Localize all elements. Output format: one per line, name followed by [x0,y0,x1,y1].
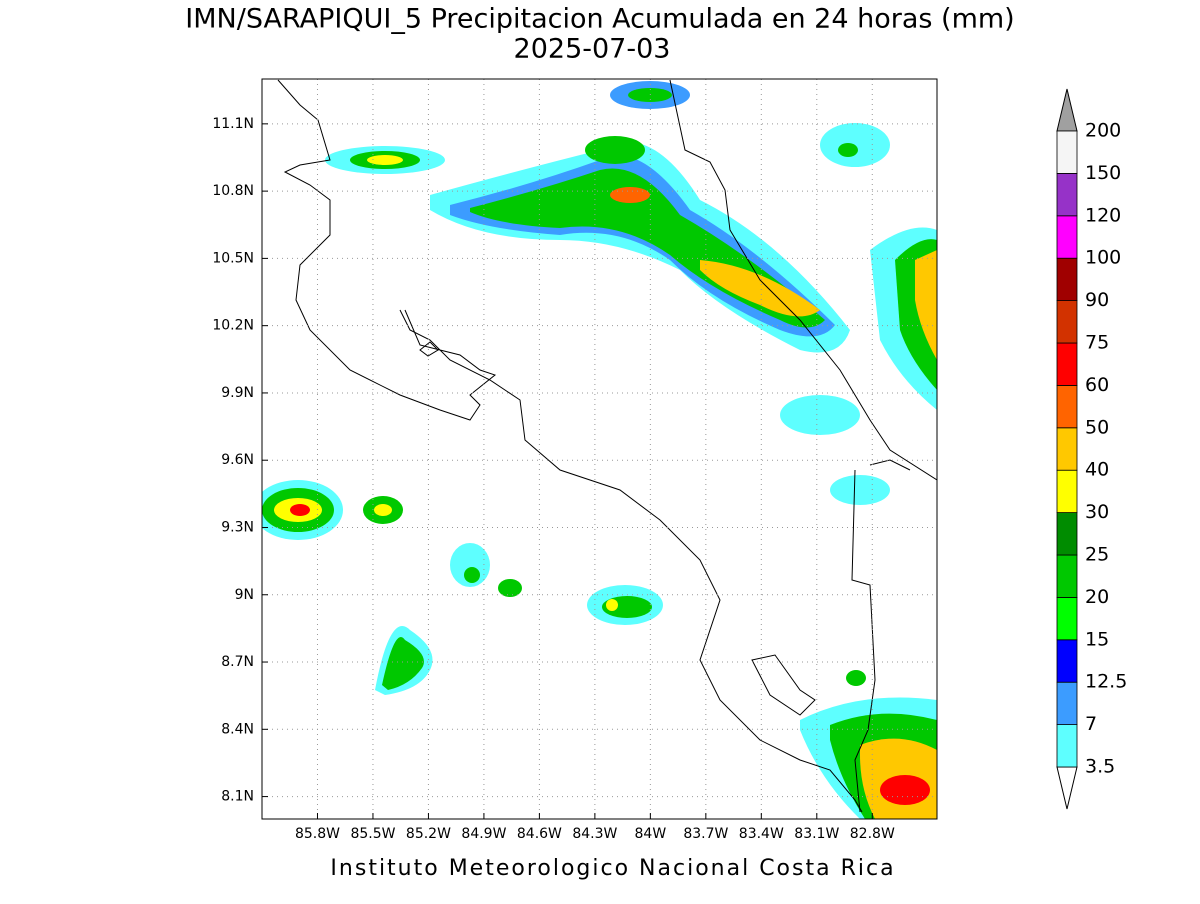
colorbar-label: 50 [1085,416,1109,438]
x-tick-label: 83.4W [739,826,784,842]
colorbar-label: 40 [1085,459,1109,481]
colorbar-label: 150 [1085,162,1121,184]
colorbar-swatch [1056,554,1078,598]
colorbar-label: 100 [1085,247,1121,269]
colorbar-label: 90 [1085,289,1109,311]
x-tick-label: 85.2W [406,826,451,842]
y-tick-label: 11.1N [212,116,254,132]
colorbar-label: 20 [1085,586,1109,608]
colorbar-swatch [1056,215,1078,259]
border [669,79,937,813]
x-tick-label: 83.1W [794,826,839,842]
y-tick-label: 8.1N [221,789,254,805]
coastline [751,654,816,716]
colorbar-over [1056,88,1078,132]
colorbar-swatch [1056,597,1078,641]
y-tick-label: 9.3N [221,519,254,535]
x-tick-label: 83.7W [683,826,728,842]
colorbar-swatch [1056,130,1078,174]
y-tick-label: 9N [235,587,254,603]
colorbar-label: 60 [1085,374,1109,396]
y-tick-label: 10.2N [212,318,254,334]
colorbar-label: 120 [1085,204,1121,226]
y-tick-label: 9.9N [221,385,254,401]
colorbar-swatch [1056,342,1078,386]
colorbar-swatch [1056,384,1078,429]
x-tick-label: 84W [635,826,667,842]
colorbar-swatch [1056,681,1078,726]
colorbar-label: 15 [1085,628,1109,650]
colorbar-swatch [1056,257,1078,302]
x-tick-label: 82.8W [850,826,895,842]
colorbar-swatch [1056,427,1078,471]
coastline [277,79,863,813]
colorbar-label: 25 [1085,544,1109,566]
colorbar-label: 12.5 [1085,671,1127,693]
x-tick-label: 85.5W [350,826,395,842]
y-tick-label: 10.8N [212,183,254,199]
x-tick-label: 85.8W [295,826,340,842]
coastline [419,341,439,357]
colorbar-label: 200 [1085,120,1121,142]
x-tick-label: 84.3W [572,826,617,842]
footer: Instituto Meteorologico Nacional Costa R… [330,856,895,881]
x-tick-label: 84.6W [517,826,562,842]
colorbar-label: 75 [1085,332,1109,354]
colorbar-label: 3.5 [1085,756,1115,778]
colorbar-label: 7 [1085,713,1097,735]
colorbar-swatch [1056,469,1078,514]
colorbar-swatch [1056,512,1078,556]
x-tick-label: 84.9W [461,826,506,842]
chart-title: IMN/SARAPIQUI_5 Precipitacion Acumulada … [185,4,1014,35]
colorbar-swatch [1056,639,1078,683]
y-tick-label: 10.5N [212,250,254,266]
y-tick-label: 9.6N [221,452,254,468]
y-tick-label: 8.4N [221,721,254,737]
y-tick-label: 8.7N [221,654,254,670]
colorbar-swatch [1056,172,1078,217]
precipitation-field [262,79,937,819]
chart-subtitle: 2025-07-03 [514,34,671,65]
plot-frame [261,78,938,820]
colorbar-swatch [1056,300,1078,344]
colorbar-label: 30 [1085,501,1109,523]
colorbar-under [1056,766,1078,810]
colorbar-swatch [1056,724,1078,768]
rain-area [262,81,937,819]
